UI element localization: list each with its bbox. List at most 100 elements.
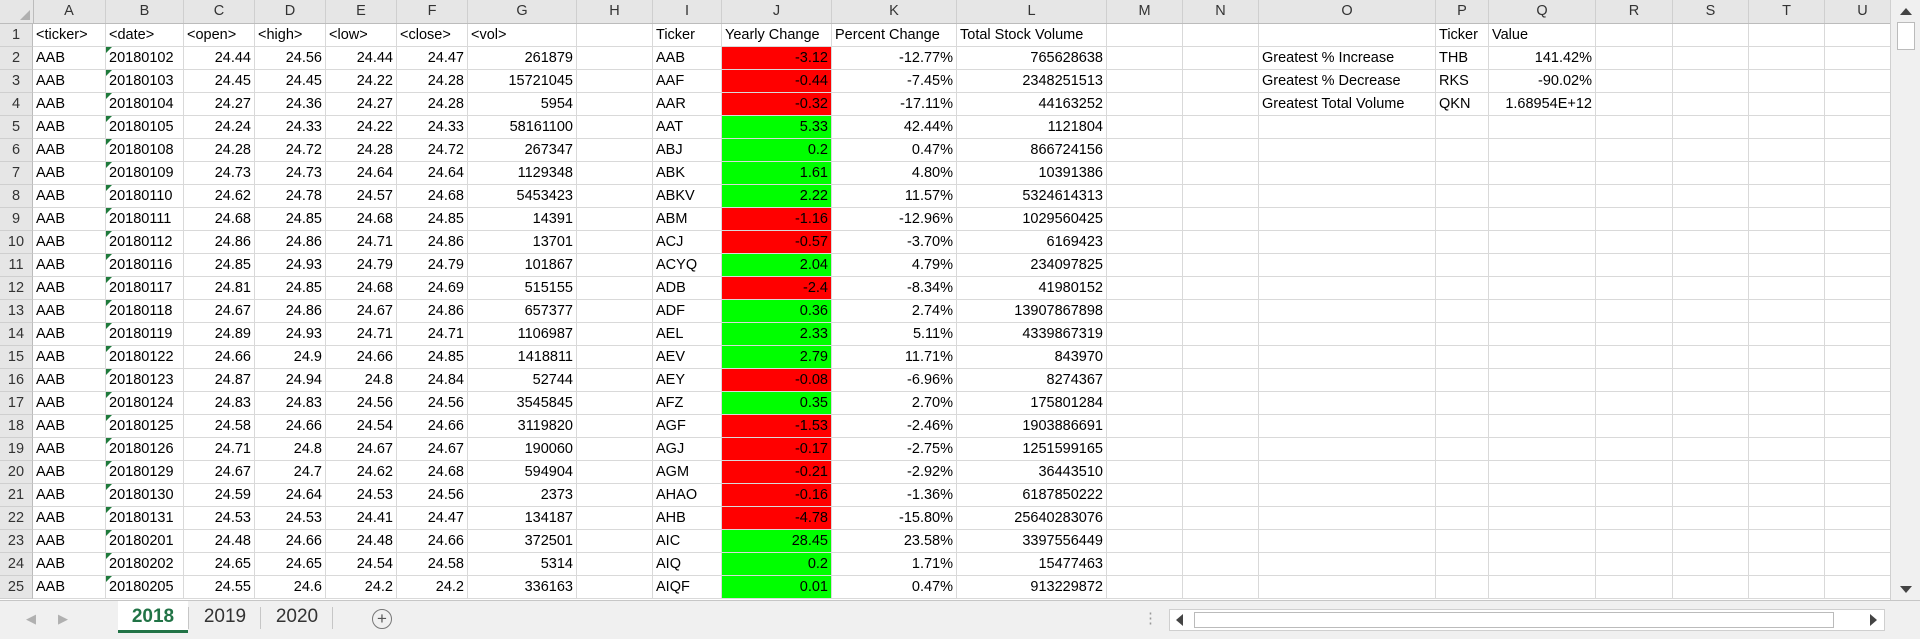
cell-t14[interactable] <box>1749 323 1825 346</box>
raw-cell[interactable]: AAB <box>33 116 106 139</box>
cell-p25[interactable] <box>1436 576 1489 599</box>
raw-cell[interactable]: AAB <box>33 576 106 599</box>
raw-cell[interactable]: 24.8 <box>255 438 326 461</box>
total-volume-cell[interactable]: 1903886691 <box>957 415 1107 438</box>
raw-cell[interactable]: 24.83 <box>255 392 326 415</box>
cell-o1[interactable] <box>1259 24 1436 47</box>
total-volume-cell[interactable]: 234097825 <box>957 254 1107 277</box>
cell-u16[interactable] <box>1825 369 1890 392</box>
raw-cell[interactable]: 20180111 <box>106 208 184 231</box>
summary-header-3[interactable]: Total Stock Volume <box>957 24 1107 47</box>
cell-s19[interactable] <box>1673 438 1749 461</box>
raw-cell[interactable]: 24.69 <box>397 277 468 300</box>
cell-m17[interactable] <box>1107 392 1183 415</box>
column-header-d[interactable]: D <box>255 0 326 23</box>
total-volume-cell[interactable]: 25640283076 <box>957 507 1107 530</box>
cell-n22[interactable] <box>1183 507 1259 530</box>
cell-o22[interactable] <box>1259 507 1436 530</box>
raw-cell[interactable]: 372501 <box>468 530 577 553</box>
cell-q18[interactable] <box>1489 415 1596 438</box>
cell-q5[interactable] <box>1489 116 1596 139</box>
cell-h20[interactable] <box>577 461 653 484</box>
summary-ticker[interactable]: AIQF <box>653 576 722 599</box>
raw-cell[interactable]: 20180116 <box>106 254 184 277</box>
raw-cell[interactable]: AAB <box>33 231 106 254</box>
cell-n18[interactable] <box>1183 415 1259 438</box>
total-volume-cell[interactable]: 3397556449 <box>957 530 1107 553</box>
row-header-25[interactable]: 25 <box>0 576 33 599</box>
raw-cell[interactable]: 594904 <box>468 461 577 484</box>
cell-t18[interactable] <box>1749 415 1825 438</box>
cell-p5[interactable] <box>1436 116 1489 139</box>
raw-cell[interactable]: 24.64 <box>255 484 326 507</box>
raw-cell[interactable]: 24.73 <box>255 162 326 185</box>
row-header-4[interactable]: 4 <box>0 93 33 116</box>
cell-h8[interactable] <box>577 185 653 208</box>
column-header-s[interactable]: S <box>1673 0 1749 23</box>
raw-cell[interactable]: 24.2 <box>397 576 468 599</box>
cell-o9[interactable] <box>1259 208 1436 231</box>
cell-n8[interactable] <box>1183 185 1259 208</box>
cell-u2[interactable] <box>1825 47 1890 70</box>
greatest-value[interactable]: -90.02% <box>1489 70 1596 93</box>
raw-header-6[interactable]: <vol> <box>468 24 577 47</box>
summary-ticker[interactable]: ABKV <box>653 185 722 208</box>
cell-m25[interactable] <box>1107 576 1183 599</box>
raw-cell[interactable]: AAB <box>33 93 106 116</box>
raw-cell[interactable]: AAB <box>33 185 106 208</box>
raw-cell[interactable]: 20180124 <box>106 392 184 415</box>
cell-h19[interactable] <box>577 438 653 461</box>
raw-cell[interactable]: 24.45 <box>184 70 255 93</box>
raw-cell[interactable]: 20180112 <box>106 231 184 254</box>
cell-p23[interactable] <box>1436 530 1489 553</box>
percent-change-cell[interactable]: -15.80% <box>832 507 957 530</box>
greatest-value[interactable]: 141.42% <box>1489 47 1596 70</box>
raw-cell[interactable]: 24.56 <box>397 484 468 507</box>
raw-cell[interactable]: AAB <box>33 369 106 392</box>
raw-cell[interactable]: 24.68 <box>184 208 255 231</box>
vertical-scrollbar[interactable] <box>1890 0 1920 600</box>
summary-ticker[interactable]: ACYQ <box>653 254 722 277</box>
raw-cell[interactable]: 24.22 <box>326 116 397 139</box>
raw-cell[interactable]: 24.28 <box>326 139 397 162</box>
summary-ticker[interactable]: ADB <box>653 277 722 300</box>
cell-n6[interactable] <box>1183 139 1259 162</box>
cell-u1[interactable] <box>1825 24 1890 47</box>
cell-u25[interactable] <box>1825 576 1890 599</box>
yearly-change-cell[interactable]: 1.61 <box>722 162 832 185</box>
raw-cell[interactable]: 24.73 <box>184 162 255 185</box>
raw-cell[interactable]: 24.86 <box>397 231 468 254</box>
next-sheet-arrow-icon[interactable]: ▶ <box>58 611 68 626</box>
cell-t24[interactable] <box>1749 553 1825 576</box>
total-volume-cell[interactable]: 6169423 <box>957 231 1107 254</box>
summary-ticker[interactable]: AHAO <box>653 484 722 507</box>
cell-s20[interactable] <box>1673 461 1749 484</box>
cell-r25[interactable] <box>1596 576 1673 599</box>
raw-cell[interactable]: 24.94 <box>255 369 326 392</box>
raw-cell[interactable]: 24.72 <box>255 139 326 162</box>
cell-m6[interactable] <box>1107 139 1183 162</box>
total-volume-cell[interactable]: 175801284 <box>957 392 1107 415</box>
raw-cell[interactable]: 20180109 <box>106 162 184 185</box>
percent-change-cell[interactable]: -2.92% <box>832 461 957 484</box>
cell-n14[interactable] <box>1183 323 1259 346</box>
cell-m22[interactable] <box>1107 507 1183 530</box>
total-volume-cell[interactable]: 4339867319 <box>957 323 1107 346</box>
raw-cell[interactable]: 20180117 <box>106 277 184 300</box>
summary-ticker[interactable]: AAF <box>653 70 722 93</box>
percent-change-cell[interactable]: -2.46% <box>832 415 957 438</box>
cell-u13[interactable] <box>1825 300 1890 323</box>
cell-n3[interactable] <box>1183 70 1259 93</box>
percent-change-cell[interactable]: -3.70% <box>832 231 957 254</box>
raw-cell[interactable]: AAB <box>33 392 106 415</box>
column-header-g[interactable]: G <box>468 0 577 23</box>
row-header-23[interactable]: 23 <box>0 530 33 553</box>
cell-t25[interactable] <box>1749 576 1825 599</box>
cell-q16[interactable] <box>1489 369 1596 392</box>
percent-change-cell[interactable]: -1.36% <box>832 484 957 507</box>
yearly-change-cell[interactable]: -0.08 <box>722 369 832 392</box>
raw-cell[interactable]: 24.28 <box>397 70 468 93</box>
cell-n23[interactable] <box>1183 530 1259 553</box>
total-volume-cell[interactable]: 765628638 <box>957 47 1107 70</box>
summary-ticker[interactable]: AAT <box>653 116 722 139</box>
